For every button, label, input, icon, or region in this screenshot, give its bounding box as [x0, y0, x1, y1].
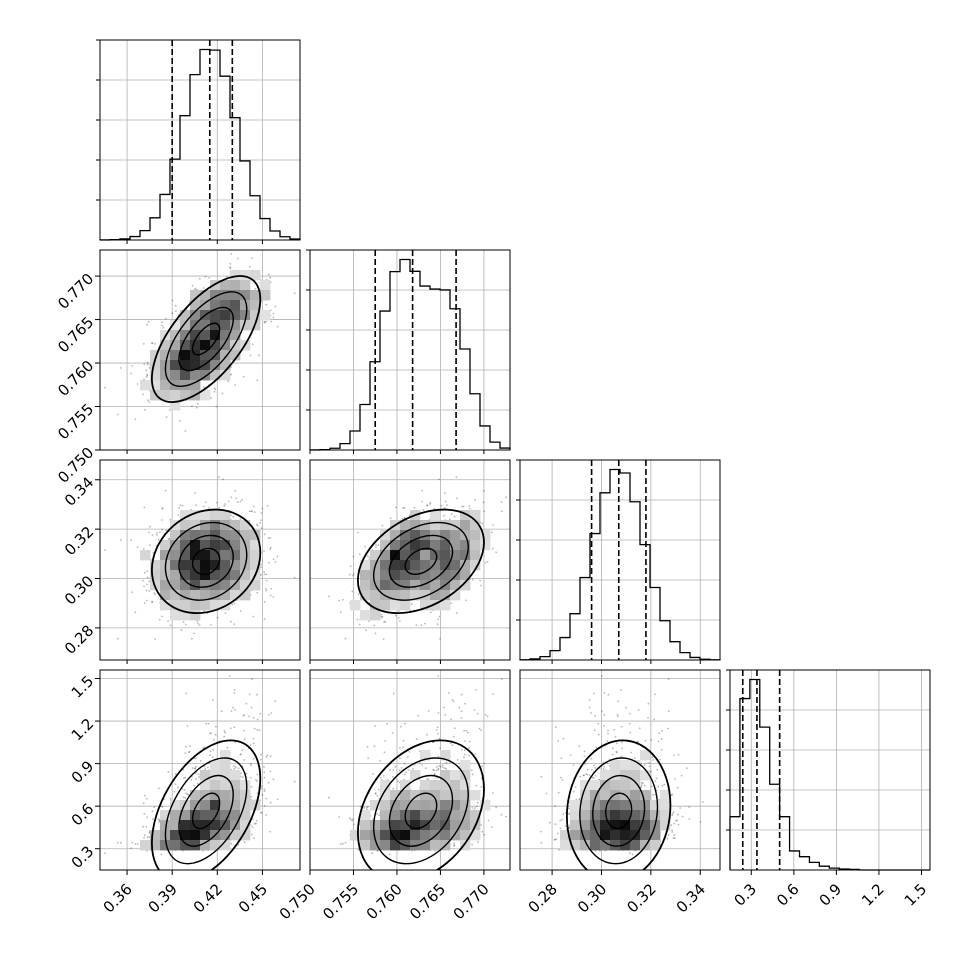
ytick-label-1-1: 0.755	[54, 400, 97, 443]
xtick-label-1-4: 0.770	[450, 880, 493, 923]
xtick-label-3-2: 0.9	[816, 880, 846, 910]
hist-step-2	[519, 468, 721, 661]
panel-frame-1-0	[99, 249, 301, 451]
contour-2-1-3	[357, 508, 485, 615]
ytick-label-1-3: 0.765	[54, 313, 97, 356]
xtick-label-3-0: 0.3	[731, 880, 761, 910]
hist-frame-1	[309, 249, 511, 451]
contour-3-1-3	[357, 739, 485, 870]
hist-step-1	[309, 258, 511, 451]
panel-frame-2-0	[99, 459, 301, 661]
ytick-label-1-2: 0.760	[54, 357, 97, 400]
ytick-label-3-3: 1.2	[68, 715, 98, 745]
xtick-label-1-3: 0.765	[406, 880, 449, 923]
xtick-label-0-0: 0.36	[100, 880, 136, 916]
contour-3-2-2	[579, 757, 659, 865]
xtick-label-2-2: 0.32	[623, 880, 659, 916]
xtick-label-3-4: 1.5	[901, 880, 931, 910]
xtick-label-3-3: 1.2	[858, 880, 888, 910]
contour-3-2-1	[592, 774, 646, 847]
ytick-label-3-1: 0.6	[68, 800, 98, 830]
hist-step-0	[99, 48, 301, 241]
contour-3-0-0	[191, 792, 221, 830]
contour-2-0-0	[191, 547, 221, 575]
hist-step-3	[729, 678, 930, 871]
xtick-label-1-2: 0.760	[363, 880, 406, 923]
panel-frame-3-0	[99, 669, 301, 871]
contour-1-0-2	[164, 291, 248, 388]
contour-1-0-3	[150, 275, 262, 403]
contour-1-0-0	[191, 322, 221, 356]
panel-3-1	[309, 669, 511, 871]
contour-3-2-3	[565, 739, 672, 870]
panel-2-1	[309, 459, 511, 661]
contour-2-0-3	[150, 508, 262, 615]
hist-panel-3	[726, 669, 931, 871]
xtick-label-2-3: 0.34	[673, 880, 709, 916]
hist-frame-2	[519, 459, 721, 661]
xtick-label-2-0: 0.28	[525, 880, 561, 916]
ytick-label-2-1: 0.30	[61, 572, 97, 608]
xtick-label-2-1: 0.30	[574, 880, 610, 916]
xtick-label-0-2: 0.42	[190, 880, 226, 916]
ytick-label-2-0: 0.28	[61, 622, 97, 658]
hist-frame-3	[729, 669, 931, 871]
xtick-label-0-3: 0.45	[235, 880, 271, 916]
xtick-label-1-0: 0.750	[276, 880, 319, 923]
panel-frame-3-2	[519, 669, 721, 871]
contour-3-1-2	[372, 757, 469, 865]
ytick-label-3-2: 0.9	[68, 757, 98, 787]
hist-panel-1	[306, 249, 511, 451]
contour-2-1-2	[372, 521, 469, 601]
hist-frame-0	[99, 39, 301, 241]
contour-3-0-2	[164, 757, 248, 865]
contour-3-0-3	[150, 739, 262, 870]
hist-panel-0	[96, 39, 301, 241]
contour-3-1-1	[388, 774, 454, 847]
panel-frame-3-1	[309, 669, 511, 871]
ytick-label-2-2: 0.32	[61, 523, 97, 559]
ytick-label-3-0: 0.3	[68, 842, 98, 872]
xtick-label-0-1: 0.39	[145, 880, 181, 916]
ytick-label-1-4: 0.770	[54, 270, 97, 313]
contour-3-2-0	[605, 792, 633, 830]
contour-2-1-1	[388, 534, 454, 588]
hist-panel-2	[516, 459, 721, 661]
contour-2-0-1	[178, 534, 234, 588]
ytick-label-3-4: 1.5	[68, 672, 98, 702]
xtick-label-3-1: 0.6	[773, 880, 803, 910]
panel-2-0: 0.280.300.320.34	[61, 459, 301, 661]
xtick-label-1-1: 0.755	[319, 880, 362, 923]
contour-2-0-2	[164, 521, 248, 601]
contour-3-0-1	[178, 774, 234, 847]
contour-2-1-0	[404, 547, 438, 575]
panel-frame-2-1	[309, 459, 511, 661]
contour-1-0-1	[178, 306, 234, 372]
panel-3-2	[519, 669, 721, 871]
contour-3-1-0	[404, 792, 438, 830]
